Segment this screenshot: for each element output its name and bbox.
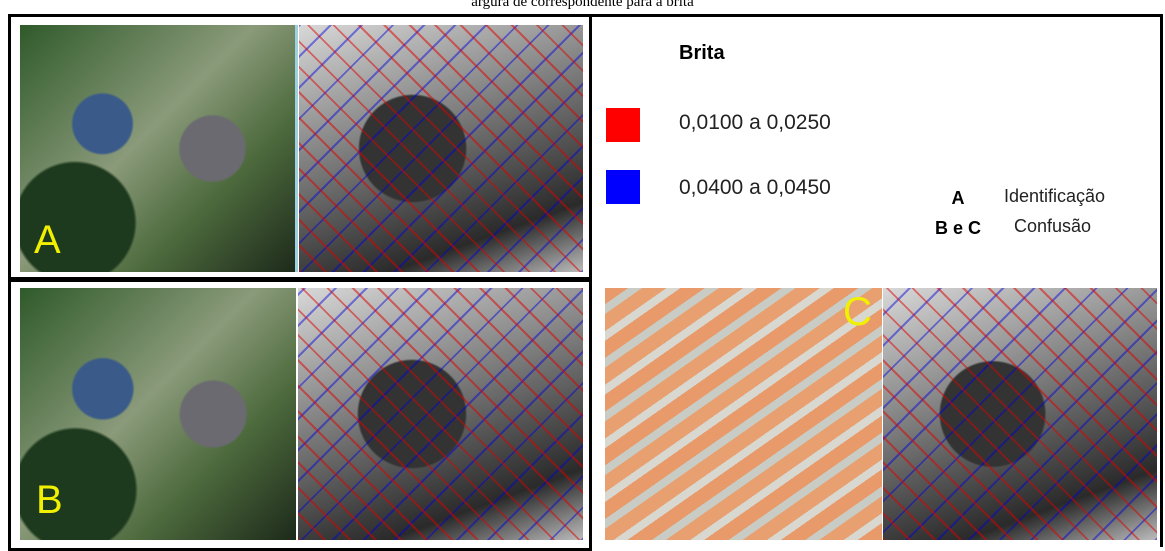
figure-title: argura de correspondente para a brita [471,0,694,10]
panel-label: A [34,218,61,262]
key-letter: B e C [934,218,981,238]
panel-label: C [843,290,872,334]
legend-title: Brita [679,42,725,64]
legend-label: 0,0100 a 0,0250 [679,111,831,134]
classified-image-c [883,288,1157,540]
classified-image-a [299,25,583,272]
aerial-image-a [20,25,295,272]
legend-swatch [606,170,640,204]
key-meaning: Confusão [1014,216,1092,236]
panel-a-frame [8,14,592,280]
frame-top [592,14,1163,17]
legend-label: 0,0400 a 0,0450 [679,176,831,199]
classified-image-b [298,288,583,540]
legend-swatch [606,108,640,142]
divider [295,25,298,272]
key-letter: A [951,188,965,208]
frame-right [1160,14,1163,547]
panel-label: B [36,478,63,522]
key-meaning: Identificação [1004,186,1106,206]
aerial-image-b [20,288,296,540]
aerial-image-c [605,288,882,540]
